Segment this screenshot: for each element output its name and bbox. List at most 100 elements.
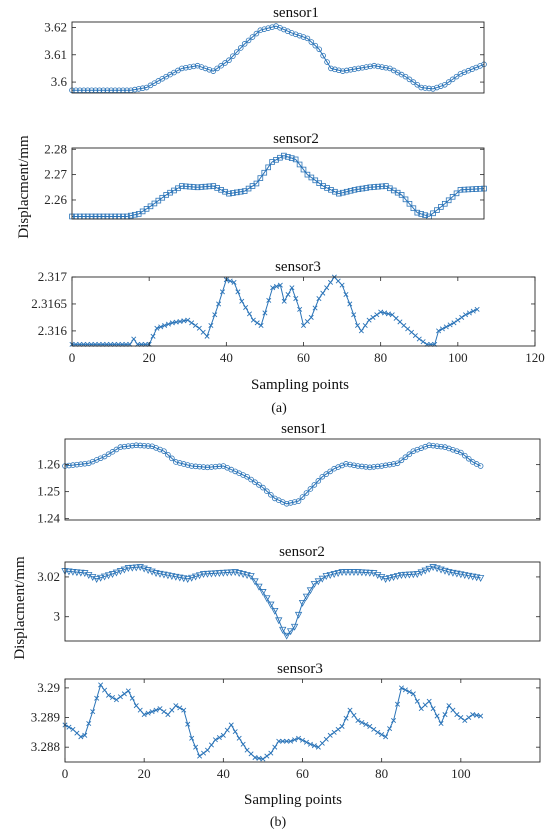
data-point	[124, 565, 133, 573]
data-point	[203, 570, 212, 578]
data-point	[469, 573, 477, 581]
data-point	[374, 312, 380, 318]
data-point	[216, 463, 223, 470]
data-point	[255, 583, 263, 591]
data-point	[287, 500, 294, 506]
x-tick-label: 100	[448, 350, 468, 365]
data-point	[165, 712, 171, 718]
data-point	[241, 41, 248, 47]
data-point	[177, 318, 183, 324]
data-point	[453, 570, 461, 578]
data-point	[216, 301, 222, 307]
data-point	[285, 154, 291, 160]
x-tick-label: 80	[374, 350, 387, 365]
data-point	[291, 499, 298, 505]
data-point	[323, 736, 329, 742]
data-point	[172, 573, 180, 581]
data-point	[332, 66, 338, 73]
data-point	[212, 312, 218, 318]
data-point	[206, 66, 213, 73]
y-tick-label: 1.24	[37, 511, 60, 526]
data-point	[113, 446, 120, 453]
data-point	[430, 706, 436, 712]
data-point	[302, 593, 311, 601]
data-point	[304, 35, 311, 42]
data-point	[461, 452, 468, 459]
data-point	[418, 84, 425, 91]
x-tick-label: 0	[62, 766, 69, 781]
data-point	[379, 64, 385, 70]
data-point	[98, 682, 104, 688]
data-point	[292, 737, 298, 743]
data-point	[449, 569, 457, 577]
data-point	[159, 194, 166, 201]
data-point	[212, 463, 219, 470]
data-point	[438, 443, 444, 450]
data-point	[457, 187, 464, 193]
data-point	[323, 471, 330, 477]
data-point	[154, 325, 160, 331]
data-point	[210, 183, 217, 189]
data-point	[253, 180, 260, 187]
data-point	[182, 183, 189, 190]
data-point	[334, 570, 342, 577]
data-point	[180, 575, 188, 583]
data-point	[378, 309, 384, 315]
data-point	[358, 569, 366, 577]
data-point	[421, 567, 429, 575]
data-point	[351, 462, 357, 469]
data-point	[109, 449, 116, 455]
data-point	[290, 623, 299, 631]
y-tick-label: 2.316	[38, 323, 68, 338]
data-point	[260, 756, 266, 762]
data-point	[131, 336, 137, 342]
data-point	[462, 717, 468, 724]
data-point	[132, 564, 140, 572]
data-point	[271, 607, 279, 615]
y-tick-label: 3	[54, 609, 61, 624]
data-point	[129, 442, 136, 449]
data-point	[447, 322, 453, 328]
data-point	[257, 175, 264, 181]
data-point	[288, 738, 294, 744]
data-point	[294, 611, 303, 619]
axes-frame	[64, 561, 541, 642]
data-point	[208, 742, 214, 748]
data-point	[66, 724, 72, 730]
data-point	[311, 743, 317, 749]
data-point	[324, 285, 330, 291]
y-tick-label: 2.26	[44, 192, 67, 207]
data-point	[275, 617, 283, 625]
data-point	[268, 491, 274, 498]
data-point	[216, 735, 222, 741]
data-point	[389, 574, 398, 581]
data-point	[457, 571, 465, 579]
x-tick-label: 100	[451, 766, 471, 781]
panel-label-b: (b)	[270, 815, 287, 830]
data-point	[223, 569, 231, 577]
data-point	[308, 314, 314, 320]
data-point	[426, 442, 432, 449]
data-point	[155, 197, 162, 204]
data-point	[442, 712, 448, 718]
x-tick-label: 0	[69, 350, 76, 365]
data-point	[442, 444, 448, 450]
plot-title: sensor1	[281, 421, 327, 437]
data-point	[272, 744, 278, 750]
x-tick-label: 20	[138, 766, 151, 781]
data-point	[347, 301, 353, 307]
data-point	[189, 735, 195, 741]
data-point	[316, 46, 323, 53]
data-point	[303, 739, 309, 745]
data-point	[298, 599, 307, 607]
data-point	[189, 320, 195, 326]
data-point	[320, 183, 326, 189]
data-point	[328, 65, 334, 72]
data-point	[331, 729, 337, 735]
data-point	[104, 572, 113, 580]
data-point	[243, 305, 249, 311]
data-point	[116, 568, 125, 576]
data-point	[286, 628, 295, 636]
data-point	[336, 190, 342, 197]
data-point	[251, 578, 259, 586]
